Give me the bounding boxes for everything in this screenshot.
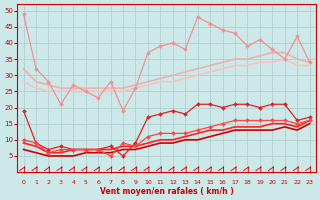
X-axis label: Vent moyen/en rafales ( km/h ): Vent moyen/en rafales ( km/h )	[100, 187, 234, 196]
